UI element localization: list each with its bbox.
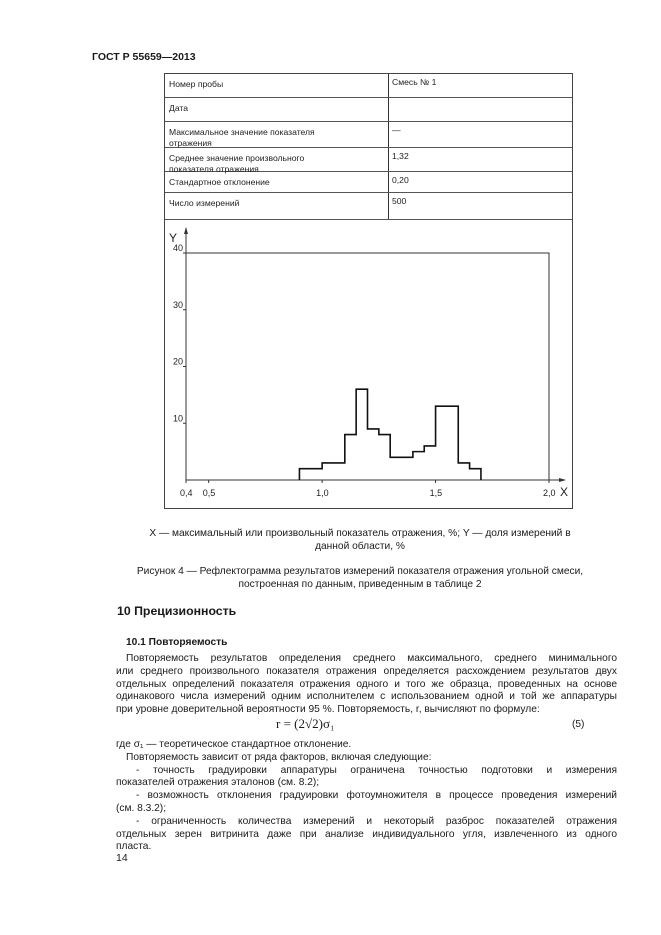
y-tick-label: 20 (173, 357, 183, 367)
y-tick-label: 30 (173, 300, 183, 310)
paragraph-line: при уровне доверительной вероятности 95 … (116, 704, 540, 716)
paragraph-line: отдельных определений показателя отражен… (116, 678, 617, 690)
row-divider (165, 171, 572, 172)
histogram-bar (356, 389, 367, 480)
data-table: Номер пробы Смесь № 1 Дата Максимальное зна… (164, 73, 573, 509)
histogram-bar (345, 435, 356, 480)
row-divider (165, 97, 572, 98)
list-item-line: пласта. (116, 841, 152, 853)
table-row-value: 0,20 (392, 175, 409, 185)
x-tick-label: 1,0 (316, 488, 329, 498)
x-axis-label: X (560, 485, 568, 499)
paragraph-line: или среднего произвольного показателя от… (116, 665, 617, 677)
formula-number: (5) (572, 719, 585, 730)
y-tick-label: 10 (173, 413, 183, 423)
row-divider (165, 121, 572, 122)
axis-legend-line: данной области, % (315, 541, 405, 552)
list-item-line: - возможность отклонения градуировки фот… (136, 790, 617, 802)
page-number: 14 (116, 852, 128, 864)
list-item-line: - точность градуировки аппаратуры ограни… (136, 764, 617, 776)
table-row-value: — (392, 125, 401, 135)
row-divider (165, 147, 572, 148)
axis-legend-line: X — максимальный или произвольный показа… (149, 528, 571, 539)
y-axis-label: Y (169, 231, 177, 245)
x-tick-label: 0,5 (203, 488, 216, 498)
formula: r = (2√2)σ₁ (276, 716, 335, 731)
histogram-bar (436, 406, 459, 480)
paragraph-line: Повторяемость результатов определения ср… (126, 653, 617, 664)
table-row-label: Максимальное значение показателя (169, 127, 315, 137)
list-item-line: отдельных зерен витринита даже при анали… (116, 828, 617, 840)
where-line: где σ₁ — теоретическое стандартное откло… (116, 739, 352, 750)
list-item-line: - ограниченность количества измерений и … (136, 815, 617, 827)
y-axis-arrow-icon (184, 227, 188, 234)
histogram-bar (379, 435, 390, 480)
histogram-bar (470, 469, 481, 480)
paragraph-line: Повторяемость зависит от ряда факторов, … (126, 751, 432, 763)
figure-caption-line: Рисунок 4 — Рефлектограмма результатов и… (136, 566, 584, 577)
section-title: 10 Прецизионность (117, 604, 237, 618)
table-row-label: Среднее значение произвольного (169, 153, 305, 163)
table-row-value: 1,32 (392, 151, 409, 161)
histogram-chart: Y X 10 20 30 40 0,4 0,5 1,0 1,5 2,0 (169, 227, 568, 499)
histogram-bar (299, 469, 322, 480)
x-tick-label: 1,5 (430, 488, 443, 498)
histogram-bar (424, 446, 435, 480)
document-id: ГОСТ Р 55659—2013 (92, 51, 196, 63)
x-tick-label: 2,0 (543, 488, 556, 498)
paragraph-line: одинакового числа измерений одним исполн… (116, 691, 617, 703)
table-row-label: показателя отражения (169, 164, 259, 174)
list-item-line: показателей отражения эталонов (см. 8.2)… (116, 777, 320, 789)
histogram-bar (368, 429, 379, 480)
x-axis-arrow-icon (559, 478, 566, 482)
histogram-bar (390, 457, 413, 480)
histogram-bar (413, 452, 424, 480)
histogram-outline (298, 388, 482, 480)
subsection-title: 10.1 Повторяемость (126, 637, 228, 648)
y-tick-label: 40 (173, 243, 183, 253)
row-divider (165, 192, 572, 193)
histogram-bar (322, 463, 345, 480)
row-divider (165, 219, 572, 220)
figure-caption-line: построенная по данным, приведенным в таб… (238, 579, 482, 590)
table-row-value: 500 (392, 196, 407, 206)
table-row-label: Стандартное отклонение (169, 177, 270, 187)
x-tick-label: 0,4 (180, 488, 193, 498)
table-row-value: Смесь № 1 (392, 77, 437, 87)
table-row-label: Дата (169, 103, 189, 113)
list-item-line: (см. 8.3.2); (116, 803, 167, 814)
histogram-bar (458, 463, 469, 480)
table-row-label: Число измерений (169, 198, 240, 208)
table-row-label: Номер пробы (169, 79, 224, 89)
table-row-label: отражения (169, 138, 212, 148)
